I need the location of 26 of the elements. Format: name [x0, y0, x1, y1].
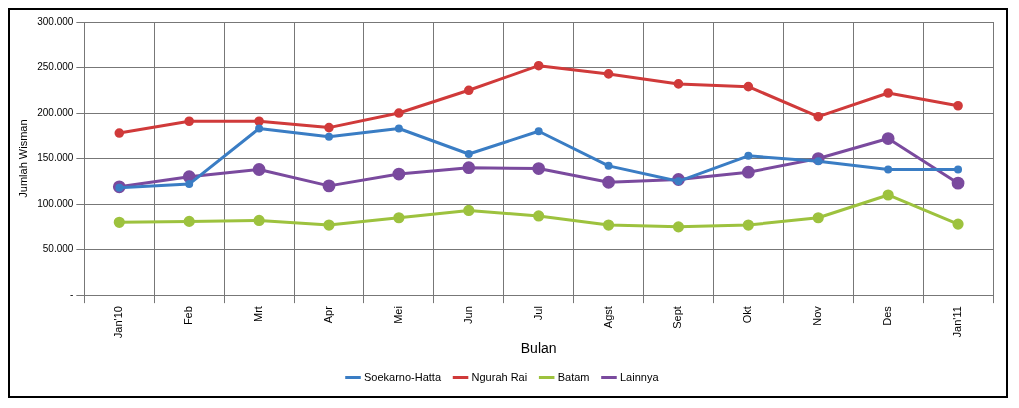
y-tick-label: 200.000 [37, 106, 74, 118]
x-tick-label: Des [881, 305, 894, 326]
legend-label: Lainnya [619, 370, 660, 383]
legend-label: Ngurah Rai [471, 370, 528, 383]
x-tick-label: Apr [322, 305, 335, 324]
legend-label: Batam [557, 370, 590, 383]
y-tick-label: 50.000 [42, 243, 74, 255]
x-tick-label: Feb [182, 306, 195, 326]
x-tick-label: Mei [391, 306, 404, 324]
y-tick-label: 250.000 [37, 61, 74, 73]
y-tick-label: - [70, 288, 74, 300]
x-tick-label: Mrt [252, 306, 265, 323]
x-tick-label: Agst [601, 306, 614, 329]
y-tick-label: 150.000 [37, 152, 74, 164]
x-tick-label: Jan'11 [951, 306, 964, 338]
y-tick-label: 300.000 [37, 15, 74, 27]
x-tick-label: Sept [671, 306, 684, 329]
y-tick-label: 100.000 [37, 197, 74, 209]
x-tick-label: Jul [531, 306, 544, 321]
x-tick-label: Jun [461, 306, 474, 324]
x-tick-label: Jan'10 [112, 306, 125, 339]
legend-label: Soekarno-Hatta [364, 370, 442, 383]
x-axis-title: Bulan [520, 340, 557, 357]
x-tick-label: Nov [811, 305, 824, 326]
x-tick-label: Okt [741, 306, 754, 324]
y-axis-title: Jumlah Wisman [16, 119, 29, 198]
